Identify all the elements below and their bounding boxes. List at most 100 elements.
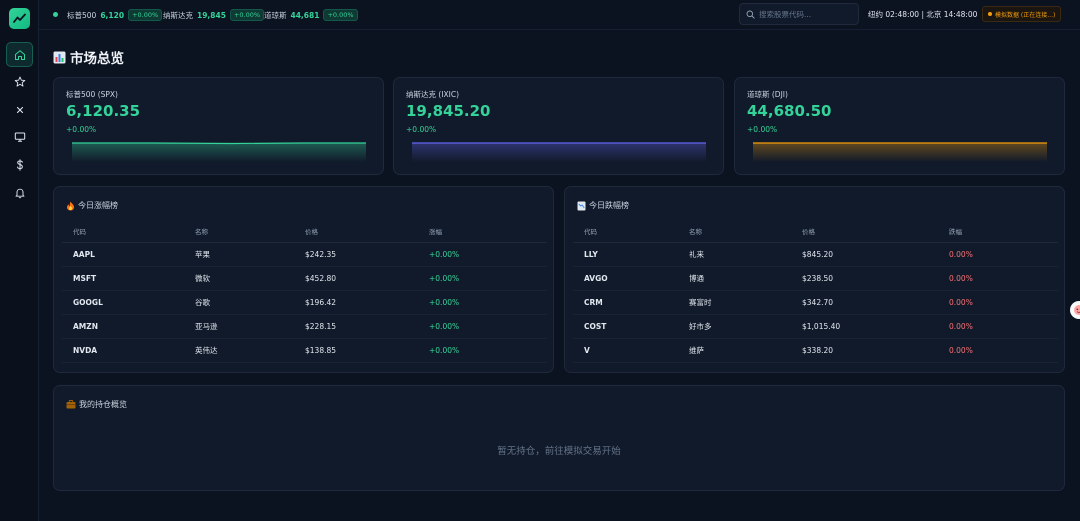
- stock-symbol: AAPL: [62, 242, 184, 267]
- stock-change: 0.00%: [938, 266, 1058, 291]
- ticker-value: 44,681: [290, 10, 320, 20]
- stock-name: 亚马逊: [184, 314, 294, 339]
- holdings-title: 我的持仓概览: [79, 400, 127, 409]
- bar-chart-icon: [53, 51, 66, 64]
- monitor-icon: [14, 132, 25, 142]
- holdings-panel: 我的持仓概览 暂无持仓，前往模拟交易开始: [53, 385, 1065, 491]
- losers-table: 代码 名称 价格 跌幅 LLY 礼来 $845.20 0.00% AVGO 博通…: [573, 220, 1058, 363]
- stock-name: 维萨: [678, 338, 791, 363]
- stock-price: $196.42: [294, 290, 418, 315]
- close-icon: [16, 106, 23, 113]
- sidebar: [0, 0, 39, 521]
- stock-change: +0.00%: [418, 338, 547, 363]
- stock-price: $342.70: [791, 290, 938, 315]
- home-icon: [14, 49, 25, 60]
- table-row[interactable]: AVGO 博通 $238.50 0.00%: [573, 266, 1058, 291]
- table-row[interactable]: NVDA 英伟达 $138.85 +0.00%: [62, 338, 547, 363]
- table-row[interactable]: CRM 赛富时 $342.70 0.00%: [573, 290, 1058, 315]
- ticker-ixic[interactable]: 纳斯达克 19,845 +0.00%: [163, 8, 265, 22]
- stock-price: $228.15: [294, 314, 418, 339]
- stock-name: 苹果: [184, 242, 294, 267]
- index-change: +0.00%: [747, 125, 778, 134]
- ticker-spx[interactable]: 标普500 6,120 +0.00%: [67, 8, 163, 22]
- losers-panel: 今日跌幅榜 代码 名称 价格 跌幅 LLY 礼来 $845.20 0.00% A…: [564, 186, 1065, 373]
- panel-title: 我的持仓概览: [66, 399, 127, 410]
- ticker-dji[interactable]: 道琼斯 44,681 +0.00%: [264, 8, 358, 22]
- status-dot-icon: [988, 12, 992, 16]
- table-row[interactable]: LLY 礼来 $845.20 0.00%: [573, 242, 1058, 267]
- index-value: 6,120.35: [66, 102, 141, 120]
- assistant-icon: [1074, 305, 1080, 315]
- index-change: +0.00%: [66, 125, 97, 134]
- table-row[interactable]: V 维萨 $338.20 0.00%: [573, 338, 1058, 363]
- table-row[interactable]: AAPL 苹果 $242.35 +0.00%: [62, 242, 547, 267]
- index-sparkline: [72, 142, 366, 162]
- stock-symbol: COST: [573, 314, 678, 339]
- empty-state-text: 暂无持仓，前往模拟交易开始: [497, 446, 621, 457]
- table-header-row: 代码 名称 价格 涨幅: [62, 220, 547, 243]
- index-card-ixic[interactable]: 纳斯达克 (IXIC) 19,845.20 +0.00%: [393, 77, 724, 175]
- table-row[interactable]: COST 好市多 $1,015.40 0.00%: [573, 314, 1058, 339]
- stock-price: $242.35: [294, 242, 418, 267]
- column-header: 名称: [184, 220, 294, 243]
- stock-price: $1,015.40: [791, 314, 938, 339]
- nav-home[interactable]: [6, 42, 33, 67]
- panel-title: 今日跌幅榜: [577, 200, 629, 211]
- stock-symbol: GOOGL: [62, 290, 184, 315]
- ticker-value: 6,120: [100, 10, 125, 20]
- index-card-dji[interactable]: 道琼斯 (DJI) 44,680.50 +0.00%: [734, 77, 1065, 175]
- column-header: 价格: [791, 220, 938, 243]
- ticker-value: 19,845: [197, 10, 226, 20]
- stock-symbol: V: [573, 338, 678, 363]
- stock-symbol: CRM: [573, 290, 678, 315]
- star-icon: [14, 76, 25, 87]
- column-header: 涨幅: [418, 220, 547, 243]
- nav-watchlist[interactable]: [6, 69, 33, 94]
- stock-name: 好市多: [678, 314, 791, 339]
- bell-icon: [15, 188, 24, 198]
- table-header-row: 代码 名称 价格 跌幅: [573, 220, 1058, 243]
- stock-symbol: MSFT: [62, 266, 184, 291]
- stock-symbol: AVGO: [573, 266, 678, 291]
- index-sparkline: [753, 142, 1047, 162]
- gainers-title: 今日涨幅榜: [78, 201, 118, 210]
- column-header: 名称: [678, 220, 791, 243]
- index-name: 纳斯达克 (IXIC): [406, 90, 460, 99]
- floating-assistant-button[interactable]: [1070, 301, 1080, 319]
- losers-title: 今日跌幅榜: [589, 201, 629, 210]
- search-input[interactable]: [759, 9, 849, 19]
- ticker-change: +0.00%: [128, 9, 163, 21]
- gainers-panel: 今日涨幅榜 代码 名称 价格 涨幅 AAPL 苹果 $242.35 +0.00%…: [53, 186, 554, 373]
- stock-name: 礼来: [678, 242, 791, 267]
- page-title: 市场总览: [53, 47, 124, 67]
- index-card-spx[interactable]: 标普500 (SPX) 6,120.35 +0.00%: [53, 77, 384, 175]
- search-icon: [746, 10, 755, 19]
- table-row[interactable]: GOOGL 谷歌 $196.42 +0.00%: [62, 290, 547, 315]
- nav-monitor[interactable]: [6, 124, 33, 149]
- fire-icon: [66, 201, 75, 211]
- index-value: 19,845.20: [406, 102, 491, 120]
- stock-change: 0.00%: [938, 314, 1058, 339]
- panel-title: 今日涨幅榜: [66, 200, 118, 211]
- briefcase-icon: [66, 400, 76, 409]
- nav-alerts[interactable]: [6, 180, 33, 205]
- stock-change: +0.00%: [418, 314, 547, 339]
- app-logo[interactable]: [9, 8, 30, 29]
- column-header: 跌幅: [938, 220, 1058, 243]
- nav-trading[interactable]: [6, 152, 33, 177]
- column-header: 代码: [573, 220, 678, 243]
- index-sparkline: [412, 142, 706, 162]
- search-box[interactable]: [739, 3, 859, 25]
- trend-line-icon: [13, 13, 26, 23]
- nav-close[interactable]: [6, 97, 33, 122]
- table-row[interactable]: AMZN 亚马逊 $228.15 +0.00%: [62, 314, 547, 339]
- sim-badge-label: 模拟数据 (正在连接...): [995, 11, 1056, 19]
- stock-name: 博通: [678, 266, 791, 291]
- stock-name: 微软: [184, 266, 294, 291]
- stock-name: 赛富时: [678, 290, 791, 315]
- stock-symbol: NVDA: [62, 338, 184, 363]
- table-row[interactable]: MSFT 微软 $452.80 +0.00%: [62, 266, 547, 291]
- index-name: 道琼斯 (DJI): [747, 90, 788, 99]
- stock-price: $238.50: [791, 266, 938, 291]
- stock-change: 0.00%: [938, 242, 1058, 267]
